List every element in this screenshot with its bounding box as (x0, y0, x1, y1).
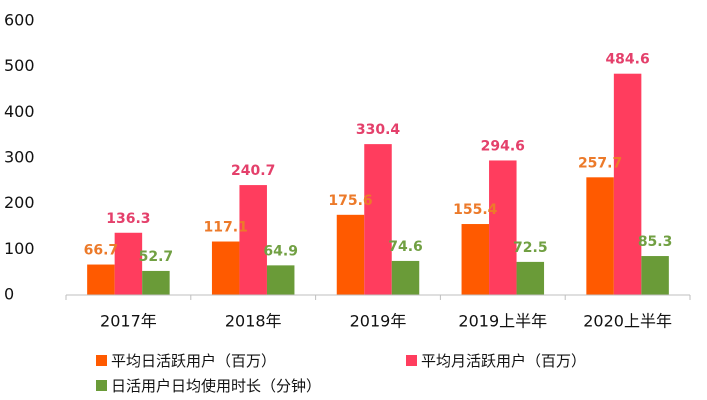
y-tick-label: 400 (4, 102, 35, 121)
legend-swatch-mau (406, 355, 417, 366)
bar-dau (211, 241, 240, 295)
legend-label-usage-time: 日活用户日均使用时长（分钟） (111, 377, 322, 395)
bars (87, 73, 669, 295)
bar-dau (461, 224, 490, 295)
data-label-dau: 257.7 (578, 155, 622, 171)
data-label-mau: 484.6 (605, 52, 649, 68)
legend-label-mau: 平均月活跃用户（百万） (421, 352, 587, 370)
bar-usage-time (391, 260, 420, 295)
bar-dau (586, 177, 614, 295)
data-label-usage-time: 74.6 (388, 239, 423, 255)
x-tick-label: 2020上半年 (583, 312, 672, 331)
y-tick-label: 300 (4, 148, 35, 167)
x-axis-ticks (65, 295, 691, 300)
bar-dau (87, 264, 115, 295)
bar-mau (613, 73, 642, 295)
data-label-mau: 136.3 (106, 211, 150, 227)
legend-swatch-dau (96, 355, 107, 366)
x-tick-label: 2017年 (100, 312, 157, 331)
x-axis-labels: 2017年 2018年 2019年 2019上半年 2020上半年 (100, 312, 672, 331)
legend-item-usage-time: 日活用户日均使用时长（分钟） (96, 375, 321, 396)
bar-mau (489, 160, 517, 295)
y-tick-label: 0 (4, 285, 14, 304)
bar-usage-time (516, 261, 545, 295)
bar-dau (336, 214, 365, 295)
data-label-dau: 117.1 (204, 220, 248, 236)
bar-mau (239, 185, 267, 295)
legend-swatch-usage-time (96, 380, 107, 391)
bar-mau (364, 144, 392, 295)
bar-usage-time (641, 256, 669, 295)
data-label-dau: 66.7 (84, 243, 119, 259)
x-tick-label: 2018年 (225, 312, 282, 331)
data-label-dau: 155.4 (453, 202, 498, 218)
bar-usage-time (142, 270, 170, 295)
data-label-usage-time: 85.3 (638, 234, 673, 250)
legend-label-dau: 平均日活跃用户（百万） (111, 352, 277, 370)
bar-mau (114, 232, 143, 295)
data-label-mau: 294.6 (481, 138, 525, 154)
bar-usage-time (266, 265, 295, 295)
data-label-dau: 175.6 (328, 193, 372, 209)
data-label-mau: 240.7 (231, 163, 275, 179)
y-axis: 0 100 200 300 400 500 600 (4, 11, 35, 304)
data-labels: 66.7 117.1 175.6 155.4 257.7 136.3 240.7 330.4 2… (84, 52, 673, 265)
y-tick-label: 100 (4, 239, 35, 258)
y-tick-label: 500 (4, 56, 35, 75)
data-label-mau: 330.4 (356, 122, 401, 138)
legend-item-dau: 平均日活跃用户（百万） (96, 350, 276, 371)
x-tick-label: 2019上半年 (458, 312, 547, 331)
x-tick-label: 2019年 (350, 312, 407, 331)
legend-item-mau: 平均月活跃用户（百万） (406, 350, 586, 371)
data-label-usage-time: 52.7 (139, 249, 174, 265)
data-label-usage-time: 64.9 (263, 243, 298, 259)
y-tick-label: 200 (4, 193, 35, 212)
data-label-usage-time: 72.5 (513, 240, 548, 256)
y-tick-label: 600 (4, 11, 35, 30)
